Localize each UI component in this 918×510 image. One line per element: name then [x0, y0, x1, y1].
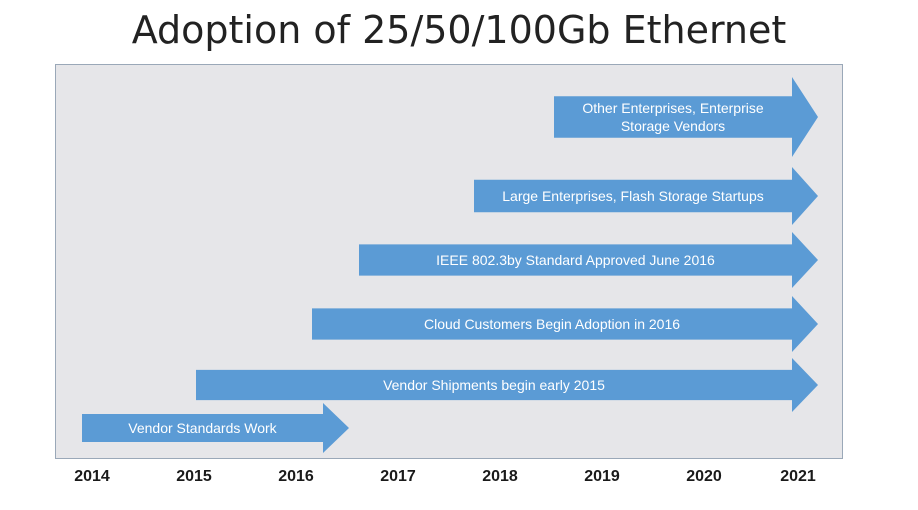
arrow-label: Vendor Standards Work: [128, 419, 277, 436]
arrow-label: Large Enterprises, Flash Storage Startup…: [502, 187, 764, 204]
arrow-vendor-shipments: Vendor Shipments begin early 2015: [196, 358, 818, 412]
arrow-vendor-standards: Vendor Standards Work: [82, 403, 349, 453]
year-label-2019: 2019: [584, 468, 620, 485]
year-label-2018: 2018: [482, 468, 518, 485]
year-label-2017: 2017: [380, 468, 416, 485]
arrow-label: Vendor Shipments begin early 2015: [383, 376, 605, 393]
arrow-label: Cloud Customers Begin Adoption in 2016: [423, 315, 681, 332]
arrow-label: IEEE 802.3by Standard Approved June 2016: [436, 251, 715, 268]
diagram-title: Adoption of 25/50/100Gb Ethernet: [131, 8, 787, 52]
arrow-ieee-standard: IEEE 802.3by Standard Approved June 2016: [359, 232, 818, 288]
year-label-2015: 2015: [176, 468, 212, 485]
arrow-large-enterprises: Large Enterprises, Flash Storage Startup…: [474, 167, 818, 225]
arrow-other-enterprises: Other Enterprises, Enterprise Storage Ve…: [554, 77, 818, 157]
year-label-2014: 2014: [74, 468, 110, 485]
arrow-label: Other Enterprises, Enterprise Storage Ve…: [582, 99, 764, 134]
arrow-cloud-customers: Cloud Customers Begin Adoption in 2016: [312, 296, 818, 352]
year-label-2021: 2021: [780, 468, 816, 485]
year-label-2016: 2016: [278, 468, 314, 485]
year-label-2020: 2020: [686, 468, 722, 485]
